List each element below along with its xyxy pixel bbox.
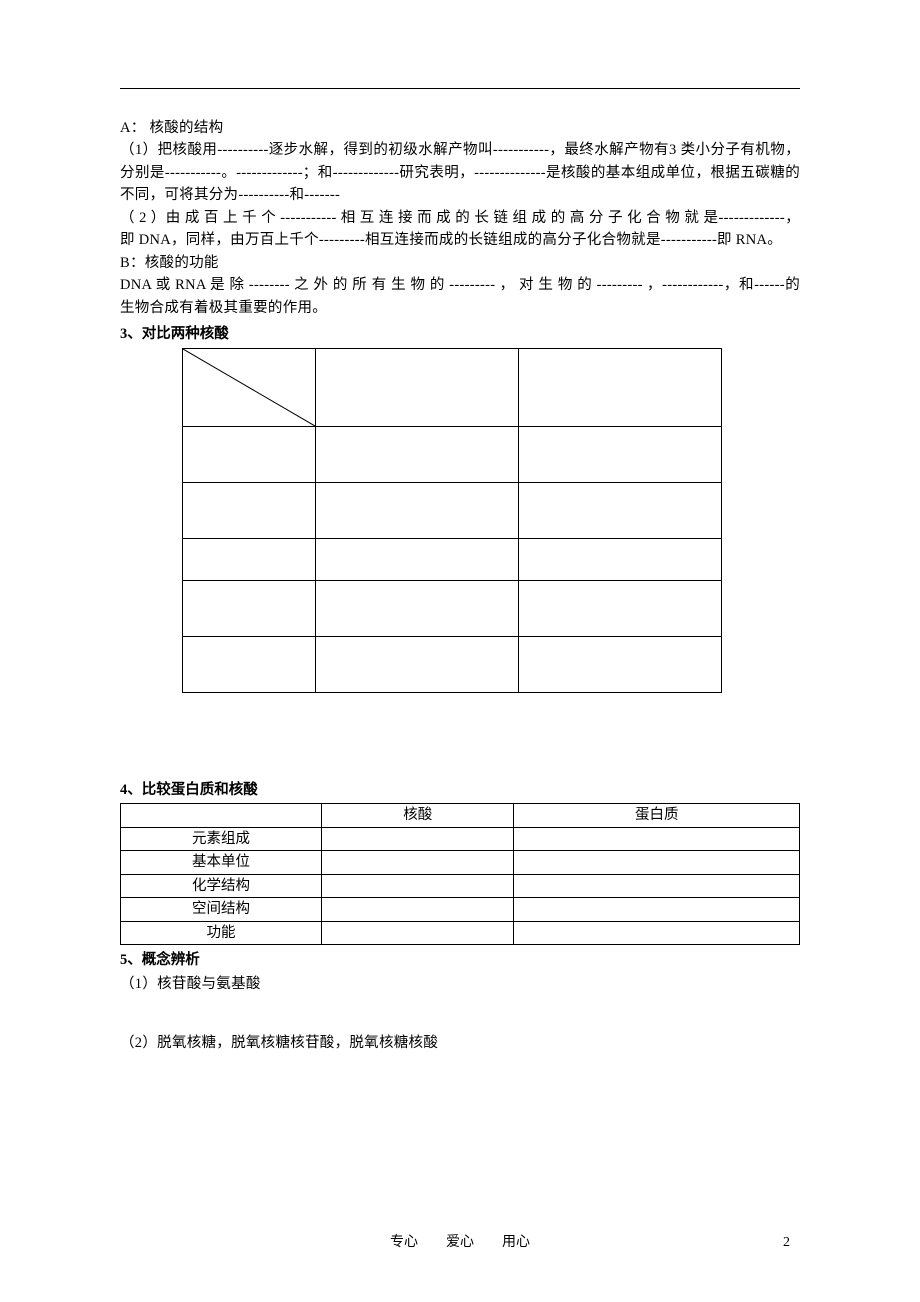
table-cell (514, 874, 800, 897)
section-3-heading: 3、对比两种核酸 (120, 323, 800, 345)
table-cell (183, 426, 316, 482)
table-header: 核酸 (322, 804, 514, 827)
spacer (120, 996, 800, 1032)
section-5-heading: 5、概念辨析 (120, 949, 800, 971)
table-rowhead: 功能 (121, 921, 322, 944)
table-compare-nucleic-acids (182, 348, 722, 693)
table-cell (322, 851, 514, 874)
table-row: 功能 (121, 921, 800, 944)
table-rowhead: 空间结构 (121, 898, 322, 921)
table-cell (519, 580, 722, 636)
table-cell (519, 636, 722, 692)
section-5-item1: （1）核苷酸与氨基酸 (120, 973, 800, 995)
table-cell (519, 538, 722, 580)
document-page: A： 核酸的结构 （1）把核酸用----------逐步水解，得到的初级水解产物… (0, 0, 920, 1302)
table-row (183, 482, 722, 538)
table-cell (514, 827, 800, 850)
table-cell (322, 827, 514, 850)
table-cell (514, 921, 800, 944)
table-cell (316, 348, 519, 426)
table-cell (316, 482, 519, 538)
table-cell (322, 921, 514, 944)
table-cell (514, 898, 800, 921)
page-footer: 专心 爱心 用心 2 (0, 1232, 920, 1254)
section-a-heading: A： 核酸的结构 (120, 117, 800, 139)
table-cell (519, 426, 722, 482)
table-compare-protein-nucleic: 核酸 蛋白质 元素组成 基本单位 化学结构 空间结构 功能 (120, 803, 800, 945)
table-cell (183, 538, 316, 580)
table-row: 元素组成 (121, 827, 800, 850)
table-cell (316, 426, 519, 482)
table-diagonal-cell (183, 348, 316, 426)
table-row (183, 538, 722, 580)
page-number: 2 (783, 1232, 790, 1254)
table-header (121, 804, 322, 827)
table-row: 基本单位 (121, 851, 800, 874)
table-row: 空间结构 (121, 898, 800, 921)
table-cell (322, 874, 514, 897)
table-cell (514, 851, 800, 874)
table-cell (183, 482, 316, 538)
table-row: 核酸 蛋白质 (121, 804, 800, 827)
table-rowhead: 基本单位 (121, 851, 322, 874)
table-cell (322, 898, 514, 921)
spacer (120, 693, 800, 775)
section-a-p2: （ 2 ）由 成 百 上 千 个 ----------- 相 互 连 接 而 成… (120, 207, 800, 252)
table-cell (183, 580, 316, 636)
table-header: 蛋白质 (514, 804, 800, 827)
table-row (183, 426, 722, 482)
section-4-heading: 4、比较蛋白质和核酸 (120, 779, 800, 801)
table-row (183, 636, 722, 692)
section-5-item2: （2）脱氧核糖，脱氧核糖核苷酸，脱氧核糖核酸 (120, 1032, 800, 1054)
table-row (183, 580, 722, 636)
table-row: 化学结构 (121, 874, 800, 897)
top-rule (120, 88, 800, 89)
table-cell (183, 636, 316, 692)
table-cell (316, 580, 519, 636)
section-b-heading: B：核酸的功能 (120, 252, 800, 274)
table-rowhead: 元素组成 (121, 827, 322, 850)
table-cell (519, 482, 722, 538)
footer-text: 专心 爱心 用心 (390, 1235, 530, 1250)
section-b-p1: DNA 或 RNA 是 除 -------- 之 外 的 所 有 生 物 的 -… (120, 274, 800, 319)
table-cell (316, 636, 519, 692)
table-rowhead: 化学结构 (121, 874, 322, 897)
table-cell (316, 538, 519, 580)
diagonal-line-icon (183, 349, 315, 426)
section-a-p1: （1）把核酸用----------逐步水解，得到的初级水解产物叫--------… (120, 139, 800, 206)
table-cell (519, 348, 722, 426)
table-row (183, 348, 722, 426)
